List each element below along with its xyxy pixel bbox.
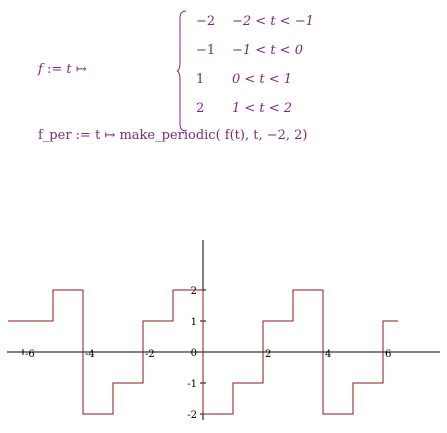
x-tick-label: 2 [265,349,271,360]
step-series-line [8,289,398,415]
x-tick-label: -2 [145,349,155,360]
case-condition: 0 < t < 1 [232,72,293,87]
y-tick-label: -1 [187,379,197,390]
y-tick-label: -2 [187,410,197,421]
x-tick-label: -4 [85,349,95,360]
y-tick-label: 1 [191,317,197,328]
maps-to-symbol: ↦ [75,62,87,77]
x-tick-label: 6 [385,349,391,360]
x-tick-label: -6 [25,349,35,360]
case-condition: 1 < t < 2 [232,101,293,116]
case-value: 1 [196,72,205,87]
case-condition: −1 < t < 0 [232,43,303,58]
function-arg: t [66,62,72,77]
case-value: −1 [196,43,216,58]
function-name: f [38,62,43,77]
case-condition: −2 < t < −1 [232,14,314,29]
case-value: −2 [196,14,216,29]
case-value: 2 [196,101,205,116]
x-tick-label: 4 [325,349,331,360]
assign-symbol: := [46,62,63,77]
function-definition-lhs: f := t ↦ [38,62,87,77]
step-function-plot: -6 -4 -2 2 4 6 2 1 0 -1 -2 [7,240,440,421]
periodic-definition: f_per := t ↦ make_periodic( f(t), t, −2,… [38,128,308,143]
y-tick-label: 0 [191,348,197,359]
piecewise-brace [177,10,187,132]
y-tick-label: 2 [191,286,197,297]
